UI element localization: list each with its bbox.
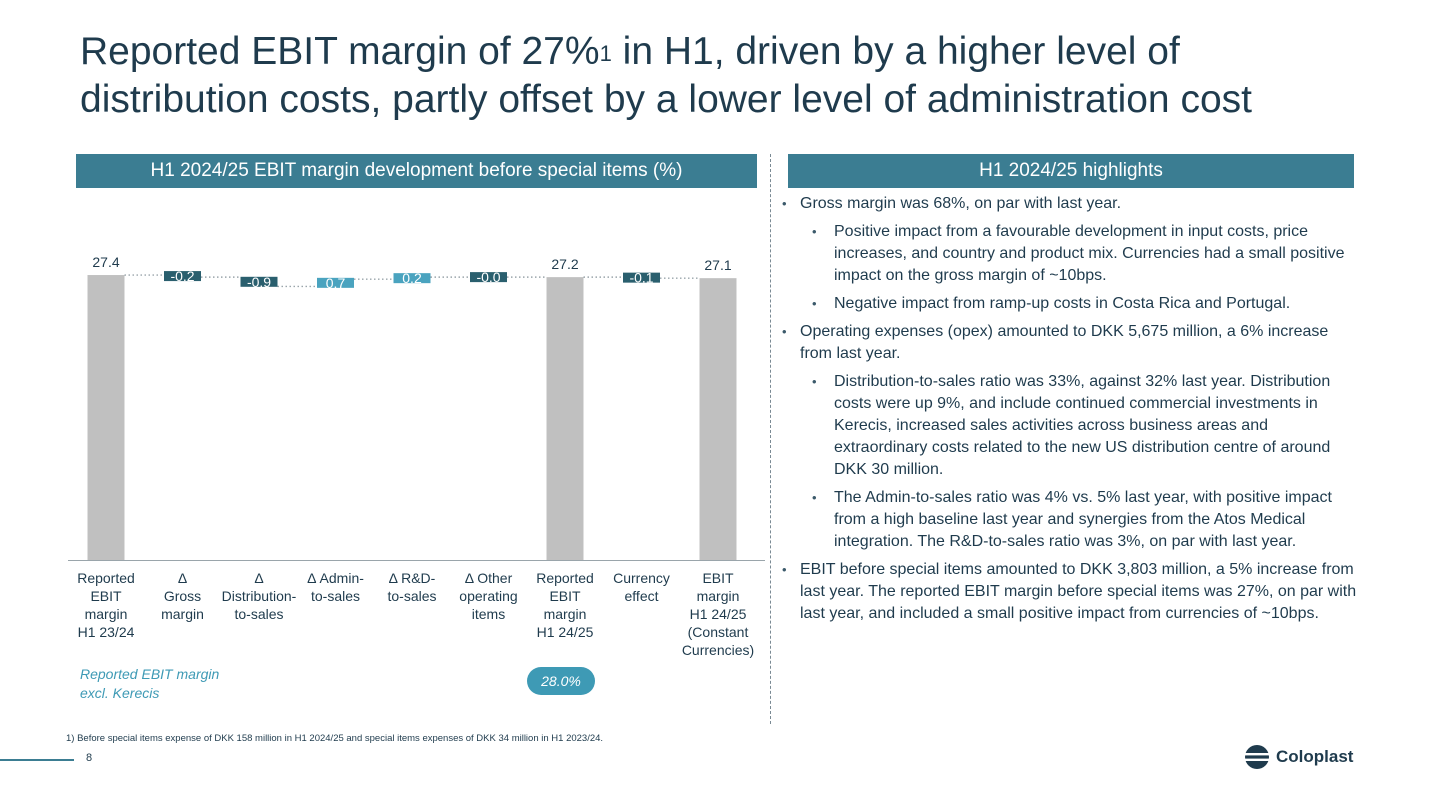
highlight-item: • Distribution-to-sales ratio was 33%, ag… — [778, 371, 1358, 481]
category-label-1: Δ Gross margin — [161, 570, 204, 622]
kerecis-note-label: Reported EBIT margin excl. Kerecis — [80, 666, 220, 701]
highlight-text: Distribution-to-sales ratio was 33%, aga… — [834, 373, 1331, 478]
footnote: 1) Before special items expense of DKK 1… — [66, 733, 604, 744]
category-label-0: Reported EBIT margin H1 23/24 — [77, 570, 135, 640]
bullet-icon: • — [782, 196, 787, 211]
bar-6 — [546, 277, 584, 560]
highlight-text: Positive impact from a favourable develo… — [834, 223, 1345, 284]
page-number: 8 — [86, 752, 93, 764]
bar-3 — [317, 277, 354, 288]
category-label-8: EBIT margin H1 24/25 (Constant Currencies) — [682, 570, 754, 658]
data-label-2: -0.9 — [247, 274, 271, 290]
data-label-8: 27.1 — [704, 257, 731, 273]
bar-7 — [623, 272, 660, 283]
coloplast-logo-icon — [1245, 745, 1269, 769]
data-label-5: -0.0 — [476, 269, 500, 285]
data-label-7: -0.1 — [629, 270, 653, 286]
highlights-list: • Gross margin was 68%, on par with last … — [778, 193, 1358, 631]
kerecis-note-value: 28.0% — [527, 667, 595, 695]
data-label-4: 0.2 — [402, 270, 422, 286]
bullet-icon: • — [782, 324, 787, 339]
logo-text: Coloplast — [1276, 747, 1354, 766]
data-label-0: 27.4 — [92, 254, 119, 270]
highlight-text: Operating expenses (opex) amounted to DK… — [800, 323, 1329, 362]
title-part1: Reported EBIT margin of 27% — [80, 30, 600, 73]
bullet-icon: • — [812, 224, 817, 239]
highlight-item: • EBIT before special items amounted to D… — [778, 559, 1358, 625]
bullet-icon: • — [782, 562, 787, 577]
bar-4 — [393, 273, 431, 284]
category-label-7: Currency effect — [613, 570, 670, 604]
highlight-text: The Admin-to-sales ratio was 4% vs. 5% l… — [834, 489, 1332, 550]
coloplast-logo: Coloplast — [1244, 744, 1353, 770]
page-title: Reported EBIT margin of 27%1 in H1, driv… — [80, 28, 1340, 124]
data-label-3: 0.7 — [326, 275, 346, 291]
category-label-6: Reported EBIT margin H1 24/25 — [536, 570, 594, 640]
highlight-text: Negative impact from ramp-up costs in Co… — [834, 295, 1291, 312]
highlight-item: • Gross margin was 68%, on par with last … — [778, 193, 1358, 215]
bar-0 — [87, 275, 125, 560]
bar-1 — [164, 271, 201, 282]
category-label-4: Δ R&D-to-sales — [387, 570, 436, 604]
highlight-item: • The Admin-to-sales ratio was 4% vs. 5% … — [778, 487, 1358, 553]
highlight-item: • Negative impact from ramp-up costs in C… — [778, 293, 1358, 315]
title-part2: in H1, driven by a higher level of distr… — [80, 30, 1252, 121]
bar-8 — [699, 278, 737, 560]
category-label-5: Δ Other operating items — [459, 570, 517, 622]
footer-line — [0, 759, 74, 761]
chart-banner: H1 2024/25 EBIT margin development befor… — [76, 154, 757, 188]
category-label-3: Δ Admin-to-sales — [307, 570, 364, 604]
category-label-2: Δ Distribution-to-sales — [222, 570, 297, 622]
data-label-6: 27.2 — [551, 256, 578, 272]
bar-5 — [470, 272, 507, 283]
highlight-text: EBIT before special items amounted to DK… — [800, 561, 1357, 622]
title-footnote-marker: 1 — [599, 41, 612, 66]
highlight-item: • Positive impact from a favourable devel… — [778, 221, 1358, 287]
highlights-banner: H1 2024/25 highlights — [788, 154, 1354, 188]
section-divider — [770, 154, 771, 724]
bullet-icon: • — [812, 374, 817, 389]
highlight-text: Gross margin was 68%, on par with last y… — [800, 195, 1122, 212]
bullet-icon: • — [812, 490, 817, 505]
highlight-item: • Operating expenses (opex) amounted to D… — [778, 321, 1358, 365]
data-label-1: -0.2 — [170, 268, 194, 284]
bar-2 — [240, 276, 278, 287]
ebit-waterfall-chart: 27.4 -0.2 -0.9 0.7 0.2 -0.0 27.2 -0.1 27.1 Report… — [68, 254, 765, 658]
bullet-icon: • — [812, 296, 817, 311]
